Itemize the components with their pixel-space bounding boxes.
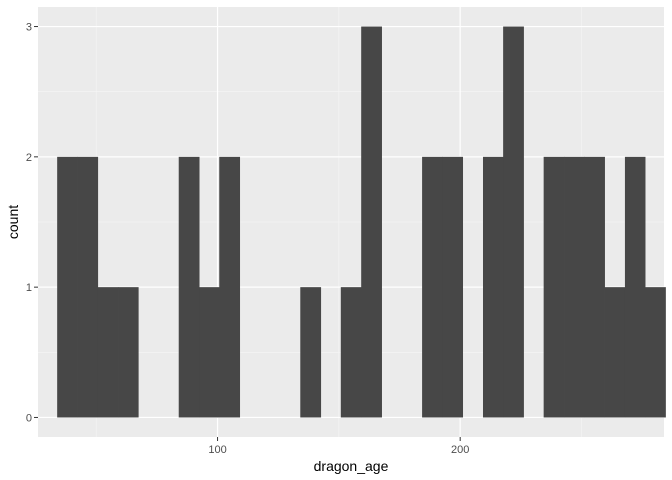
histogram-bar	[604, 287, 626, 418]
histogram-bar	[422, 156, 443, 418]
histogram-bar	[442, 156, 464, 418]
histogram-bar	[645, 287, 666, 418]
histogram-bar	[97, 287, 119, 418]
x-tick-label: 200	[451, 444, 469, 456]
x-axis-title: dragon_age	[314, 458, 389, 474]
histogram-bar	[482, 156, 504, 418]
histogram-bar	[219, 156, 241, 418]
histogram-bar	[178, 156, 200, 418]
histogram-bar	[624, 156, 646, 418]
histogram-bar	[340, 287, 362, 418]
histogram-bar	[584, 156, 605, 418]
y-tick-label: 0	[26, 412, 32, 424]
histogram-bar	[118, 287, 139, 418]
histogram-bar	[361, 26, 382, 418]
histogram-bars	[57, 26, 666, 418]
y-tick-label: 3	[26, 22, 32, 34]
histogram-bar	[199, 287, 220, 418]
y-axis-title: count	[5, 205, 21, 239]
y-axis: 0 1 2 3	[26, 22, 38, 424]
histogram-bar	[543, 156, 565, 418]
y-tick-label: 2	[26, 152, 32, 164]
y-tick-label: 1	[26, 282, 32, 294]
histogram-bar	[503, 26, 524, 418]
histogram-bar	[57, 156, 78, 418]
histogram-bar	[564, 156, 585, 418]
histogram-bar	[300, 287, 322, 418]
histogram-bar	[77, 156, 99, 418]
x-axis: 100 200	[208, 437, 469, 456]
x-tick-label: 100	[208, 444, 226, 456]
